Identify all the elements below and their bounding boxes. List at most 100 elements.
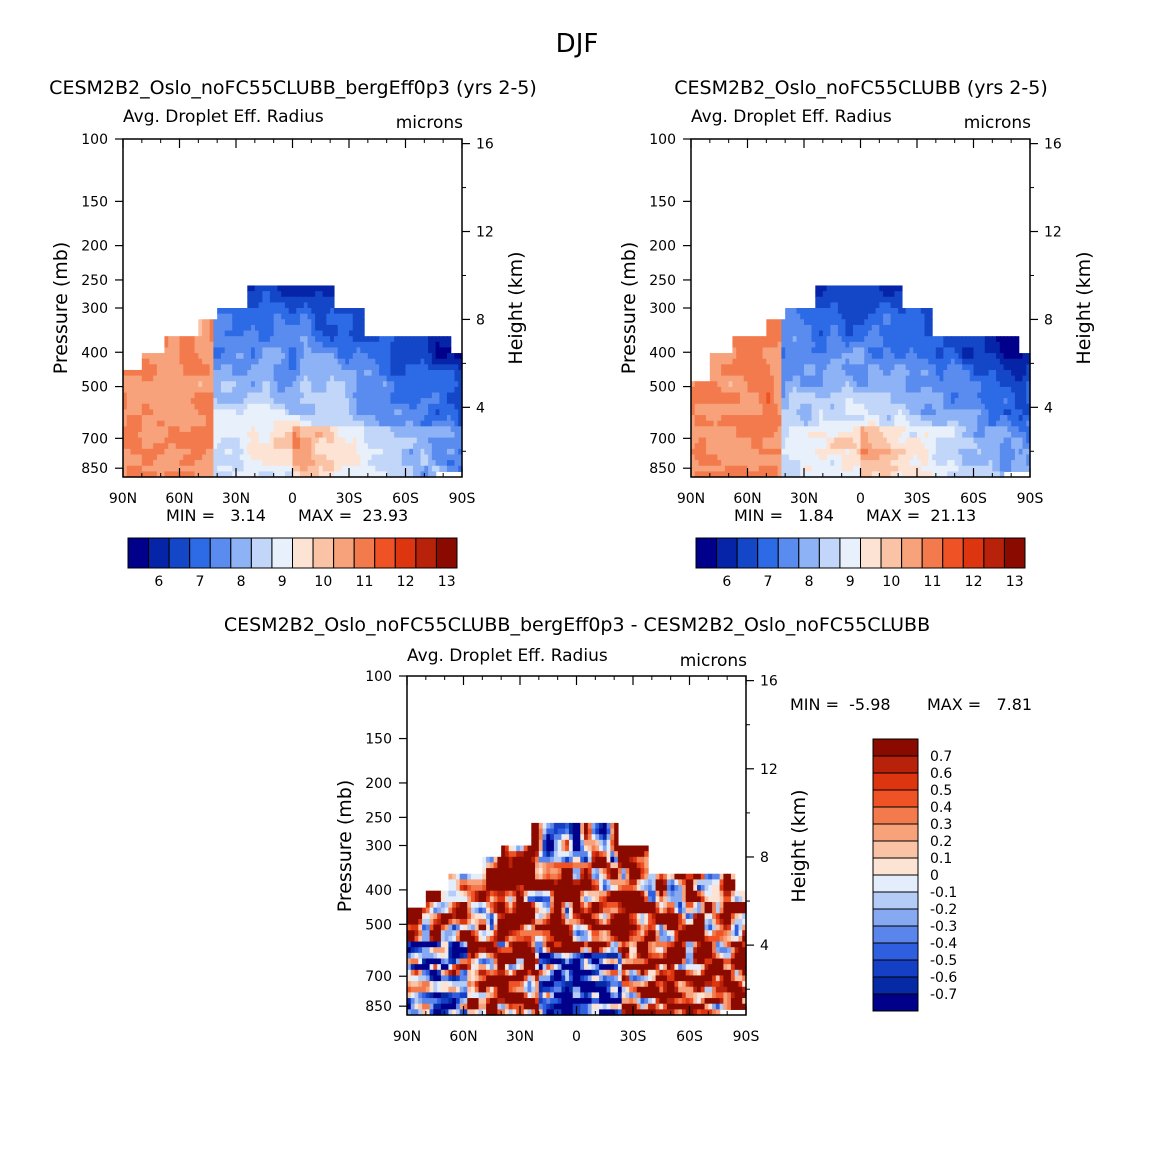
field-cell — [868, 443, 873, 450]
field-cell — [175, 420, 181, 427]
field-cell — [134, 431, 139, 439]
field-cell — [198, 420, 203, 427]
panel-2-subtitle: Avg. Droplet Eff. Radius — [691, 107, 892, 127]
field-cell — [288, 358, 294, 365]
field-cell — [947, 403, 952, 410]
field-cell — [333, 454, 339, 461]
field-cell — [360, 420, 365, 427]
field-cell — [322, 358, 327, 365]
field-cell — [262, 381, 267, 388]
field-cell — [424, 415, 429, 422]
field-cell — [281, 460, 286, 467]
field-cell — [849, 471, 854, 478]
field-cell — [409, 353, 414, 360]
field-cell — [788, 336, 794, 343]
field-cell — [845, 398, 850, 405]
field-cell — [875, 403, 880, 410]
field-cell — [732, 471, 737, 478]
field-cell — [694, 454, 700, 461]
field-cell — [886, 431, 892, 439]
field-cell — [337, 426, 343, 433]
field-cell — [890, 308, 895, 315]
field-cell — [243, 431, 248, 439]
field-cell — [269, 403, 275, 410]
field-cell — [413, 420, 418, 427]
field-cell — [751, 443, 756, 450]
field-cell — [702, 409, 707, 416]
field-cell — [318, 471, 324, 478]
field-cell — [739, 426, 745, 433]
field-cell — [898, 443, 903, 450]
field-cell — [375, 392, 380, 399]
field-cell — [198, 460, 203, 467]
field-cell — [284, 426, 290, 433]
field-cell — [318, 358, 324, 365]
field-cell — [890, 291, 895, 298]
field-cell — [811, 437, 816, 444]
field-cell — [273, 308, 279, 315]
field-cell — [273, 409, 279, 416]
field-cell — [785, 443, 790, 450]
field-cell — [168, 471, 173, 478]
field-cell — [224, 347, 230, 354]
field-cell — [443, 426, 448, 433]
field-cell — [413, 454, 418, 461]
field-cell — [269, 431, 275, 439]
field-cell — [364, 454, 369, 461]
field-cell — [175, 364, 181, 371]
field-cell — [758, 381, 764, 388]
field-cell — [973, 392, 978, 399]
field-cell — [977, 431, 982, 439]
field-cell — [333, 443, 339, 450]
field-cell — [932, 369, 937, 377]
field-cell — [428, 426, 433, 433]
field-cell — [209, 341, 214, 349]
field-cell — [762, 398, 767, 405]
field-cell — [394, 426, 399, 433]
field-cell — [965, 420, 971, 427]
field-cell — [232, 426, 237, 433]
field-cell — [999, 454, 1005, 461]
field-cell — [901, 358, 907, 365]
field-cell — [958, 381, 963, 388]
field-cell — [717, 465, 722, 472]
field-cell — [236, 336, 241, 343]
field-cell — [307, 448, 312, 456]
field-cell — [333, 369, 339, 377]
field-cell — [311, 291, 316, 298]
field-cell — [822, 409, 828, 416]
field-cell — [236, 313, 241, 320]
field-cell — [273, 375, 279, 382]
field-cell — [999, 415, 1005, 422]
field-cell — [950, 443, 956, 450]
field-cell — [413, 353, 418, 360]
field-cell — [179, 398, 184, 405]
field-cell — [333, 313, 339, 320]
field-cell — [292, 471, 297, 478]
field-cell — [841, 426, 847, 433]
field-cell — [999, 403, 1005, 410]
field-cell — [394, 336, 399, 343]
field-cell — [123, 437, 128, 444]
field-cell — [917, 431, 922, 439]
field-cell — [130, 465, 135, 472]
field-cell — [217, 353, 222, 360]
field-cell — [969, 364, 975, 371]
field-cell — [202, 358, 207, 365]
field-cell — [837, 369, 843, 377]
field-cell — [721, 375, 726, 382]
field-cell — [807, 409, 813, 416]
field-cell — [164, 375, 169, 382]
field-cell — [217, 386, 222, 394]
field-cell — [288, 403, 294, 410]
field-cell — [868, 465, 873, 472]
field-cell — [446, 358, 452, 365]
field-cell — [213, 324, 218, 332]
field-cell — [792, 364, 798, 371]
field-cell — [198, 358, 203, 365]
field-cell — [156, 392, 162, 399]
field-cell — [830, 319, 835, 326]
field-cell — [837, 426, 843, 433]
field-cell — [446, 341, 452, 349]
field-cell — [254, 465, 260, 472]
